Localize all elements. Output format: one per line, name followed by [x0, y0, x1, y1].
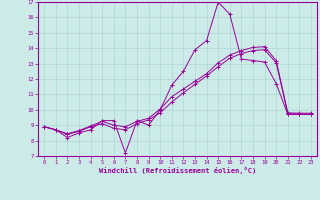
- X-axis label: Windchill (Refroidissement éolien,°C): Windchill (Refroidissement éolien,°C): [99, 167, 256, 174]
